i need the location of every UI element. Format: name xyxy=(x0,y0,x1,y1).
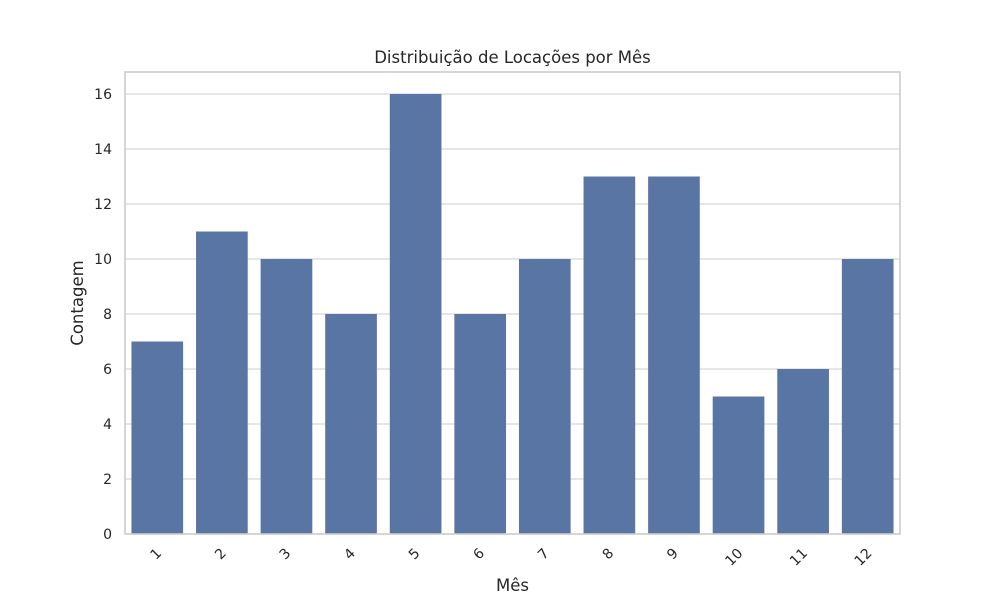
y-tick-labels: 0 2 4 6 8 10 12 14 16 xyxy=(94,87,112,543)
y-tick-label: 6 xyxy=(103,362,112,378)
x-tick-label: 4 xyxy=(341,545,359,563)
plot-frame xyxy=(124,71,901,535)
y-tick-label: 14 xyxy=(94,142,112,158)
bar xyxy=(777,369,829,534)
grid-layer xyxy=(125,93,900,535)
bar xyxy=(712,396,765,534)
y-tick-label: 12 xyxy=(94,197,112,213)
x-tick-label: 2 xyxy=(212,546,230,564)
x-tick-label: 6 xyxy=(470,545,488,563)
x-tick-label: 11 xyxy=(787,546,811,570)
x-tick-label: 3 xyxy=(277,546,295,564)
bar xyxy=(196,231,248,534)
x-tick-labels: 1 2 3 4 5 6 7 8 9 10 11 12 xyxy=(147,545,875,569)
x-tick-label: 10 xyxy=(722,546,746,570)
x-tick-label: 7 xyxy=(535,546,553,564)
x-tick-label: 9 xyxy=(664,546,682,564)
x-tick-label: 5 xyxy=(406,546,424,564)
y-tick-label: 4 xyxy=(103,417,112,433)
y-axis-label: Contagem xyxy=(68,260,87,345)
x-tick-label: 1 xyxy=(147,546,165,564)
y-tick-label: 0 xyxy=(103,527,112,543)
bar-layer xyxy=(131,94,894,534)
bar xyxy=(260,259,313,534)
bar xyxy=(325,314,377,534)
y-tick-label: 10 xyxy=(94,252,112,268)
bar xyxy=(583,176,636,534)
x-tick-label: 12 xyxy=(852,546,876,570)
bar xyxy=(648,176,700,534)
y-tick-label: 8 xyxy=(103,307,112,323)
bar xyxy=(841,259,894,534)
y-tick-label: 2 xyxy=(103,472,112,488)
bar xyxy=(131,341,184,534)
chart-title: Distribuição de Locações por Mês xyxy=(374,48,651,67)
y-tick-label: 16 xyxy=(94,87,112,103)
x-tick-label: 8 xyxy=(600,546,618,564)
x-axis-label: Mês xyxy=(496,576,529,595)
bar xyxy=(518,259,571,534)
bar xyxy=(454,314,507,534)
bar xyxy=(389,94,442,534)
